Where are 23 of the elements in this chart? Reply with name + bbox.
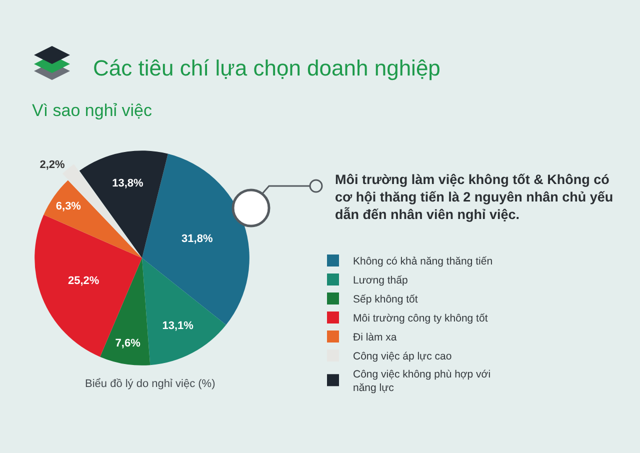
legend-label: Công việc áp lực cao [353, 350, 452, 363]
data-label: 31,8% [182, 233, 213, 246]
legend-label: Sếp không tốt [353, 294, 418, 306]
chart-title: Các tiêu chí lựa chọn doanh nghiệp [93, 56, 440, 81]
legend-label: Công việc không phù hợp với năng lực [353, 368, 491, 394]
data-label: 7,6% [115, 338, 141, 350]
data-label: 13,8% [112, 178, 144, 190]
data-label: 25,2% [68, 275, 100, 288]
data-label: 6,3% [56, 200, 82, 212]
chart-subtitle: Vì sao nghỉ việc [32, 101, 153, 120]
pie-slice [79, 150, 168, 258]
legend-label: Lương thấp [353, 274, 408, 287]
text: Môi trường làm việc không tốt & Không có cơ hội thăng tiến là 2 nguyên nhân chủ yếu dẫn đến nhân viên nghỉ việc. [335, 172, 614, 222]
legend-label: Đi làm xa [353, 332, 397, 344]
text: Biểu đồ lý do nghỉ việc (%) [85, 378, 216, 390]
pie-slice [34, 214, 142, 357]
legend-label: Không có khả năng thăng tiến [353, 256, 493, 268]
legend-label: Môi trường công ty không tốt [353, 312, 488, 325]
pie-slice [44, 180, 142, 258]
data-label: 13,1% [162, 320, 194, 332]
pie-slice [142, 258, 226, 366]
pie-slice [100, 258, 150, 366]
data-label: 2,2% [40, 159, 65, 172]
